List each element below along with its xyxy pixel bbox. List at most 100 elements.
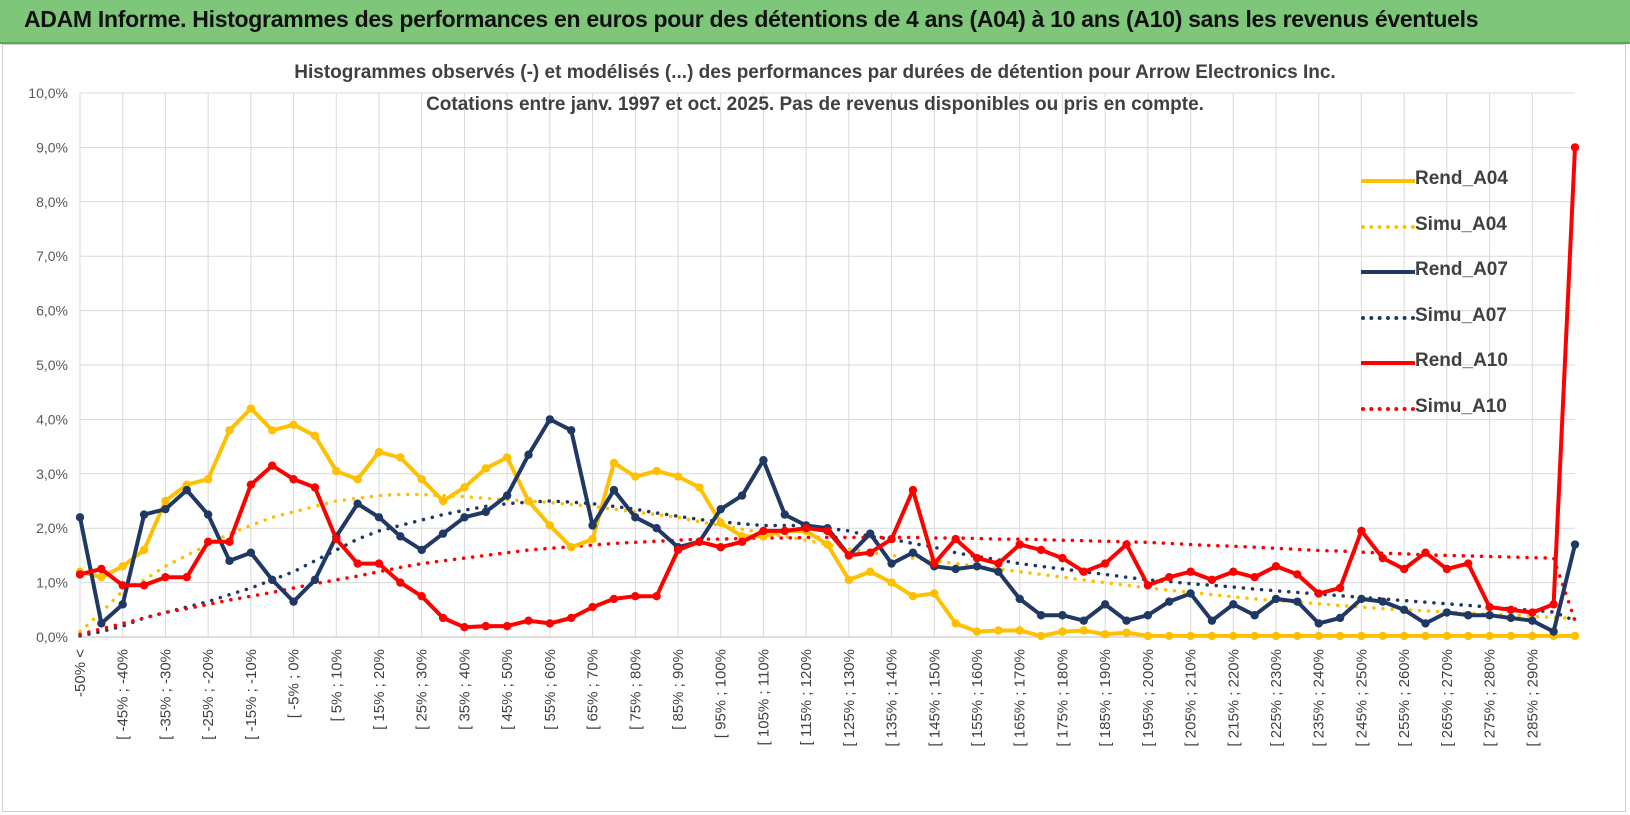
data-point-rend-a10 <box>866 548 875 557</box>
data-point-rend-a10 <box>75 570 85 579</box>
legend-label: Simu_A10 <box>1415 395 1507 417</box>
data-point-rend-a04 <box>1314 631 1323 641</box>
data-point-rend-a04 <box>866 567 875 576</box>
series-simu-a10-line <box>78 535 1577 637</box>
legend-item-rend-a07: Rend_A07 <box>1355 256 1508 302</box>
data-point-rend-a10 <box>139 581 149 590</box>
data-point-rend-a10 <box>1464 559 1473 568</box>
data-point-rend-a10 <box>951 534 960 544</box>
data-point-rend-a07 <box>1378 597 1387 606</box>
data-point-rend-a07 <box>1100 600 1110 609</box>
data-point-rend-a10 <box>908 485 918 495</box>
data-point-rend-a10 <box>1229 567 1238 576</box>
data-point-rend-a10 <box>524 616 533 625</box>
x-tick-label: [ 225% ; 230% <box>1268 649 1285 747</box>
x-tick-label: [ 155% ; 160% <box>969 649 986 747</box>
data-point-rend-a10 <box>1015 540 1024 549</box>
data-point-rend-a07 <box>716 504 725 514</box>
data-point-rend-a10 <box>1143 581 1153 590</box>
data-point-rend-a07 <box>1036 611 1046 620</box>
x-tick-label: -50% < <box>72 649 89 697</box>
data-point-rend-a10 <box>1100 559 1110 568</box>
data-point-rend-a07 <box>588 521 597 530</box>
data-point-rend-a07 <box>75 513 85 522</box>
x-tick-label: [ 195% ; 200% <box>1140 649 1157 747</box>
legend-item-rend-a10: Rend_A10 <box>1355 347 1508 393</box>
data-point-rend-a07 <box>1250 611 1259 620</box>
legend-label: Rend_A10 <box>1415 350 1508 371</box>
data-point-rend-a04 <box>268 426 277 435</box>
data-point-rend-a04 <box>289 420 298 430</box>
data-point-rend-a04 <box>1229 631 1238 641</box>
data-point-rend-a07 <box>1442 608 1452 617</box>
data-point-rend-a04 <box>396 453 405 462</box>
data-point-rend-a07 <box>887 559 896 568</box>
x-tick-label: [ -35% ; -30% <box>157 649 174 740</box>
data-point-rend-a04 <box>246 404 256 413</box>
data-point-rend-a10 <box>1036 545 1046 555</box>
series-simu-a07-line <box>78 499 1577 638</box>
legend-label: Simu_A07 <box>1415 304 1507 326</box>
y-tick-label: 4,0% <box>36 411 68 427</box>
data-point-rend-a04 <box>588 534 597 544</box>
data-point-rend-a10 <box>1058 553 1067 563</box>
x-tick-label: [ 125% ; 130% <box>841 649 858 747</box>
y-tick-label: 10,0% <box>28 85 68 101</box>
x-tick-label: [ 5% ; 10% <box>328 649 345 722</box>
data-point-rend-a07 <box>1293 597 1302 606</box>
x-tick-label: [ 265% ; 270% <box>1439 649 1456 747</box>
data-point-rend-a07 <box>460 513 469 522</box>
data-point-rend-a10 <box>737 537 747 546</box>
data-point-rend-a07 <box>759 456 768 465</box>
data-point-rend-a07 <box>1271 594 1281 604</box>
data-point-rend-a04 <box>716 518 725 527</box>
data-point-rend-a07 <box>545 415 555 424</box>
data-point-rend-a07 <box>289 597 298 606</box>
data-point-rend-a10 <box>1421 548 1430 557</box>
data-point-rend-a07 <box>225 556 234 566</box>
data-point-rend-a10 <box>460 623 469 632</box>
data-point-rend-a10 <box>1122 540 1131 549</box>
data-point-rend-a10 <box>1293 570 1302 579</box>
x-tick-label: [ 105% ; 110% <box>755 649 772 745</box>
data-point-rend-a04 <box>225 426 234 435</box>
x-tick-label: [ 95% ; 100% <box>713 649 730 738</box>
legend-item-simu-a04: Simu_A04 <box>1355 211 1507 257</box>
data-point-rend-a07 <box>1079 616 1088 625</box>
data-point-rend-a07 <box>1314 619 1323 628</box>
data-point-rend-a04 <box>1207 631 1217 641</box>
data-point-rend-a10 <box>225 537 234 546</box>
data-point-rend-a04 <box>823 540 832 549</box>
data-point-rend-a10 <box>1378 553 1387 563</box>
data-point-rend-a10 <box>567 613 576 623</box>
data-point-rend-a04 <box>1250 631 1259 641</box>
data-point-rend-a04 <box>417 475 426 484</box>
data-point-rend-a07 <box>972 562 982 571</box>
y-tick-label: 8,0% <box>36 194 68 210</box>
data-point-rend-a07 <box>1357 594 1366 604</box>
data-point-rend-a07 <box>161 504 170 514</box>
data-point-rend-a10 <box>289 475 298 484</box>
data-point-rend-a04 <box>930 589 939 598</box>
x-tick-label: [ 75% ; 80% <box>627 649 644 730</box>
x-tick-label: [ -15% ; -10% <box>243 649 260 740</box>
data-point-rend-a04 <box>844 575 854 585</box>
data-point-rend-a10 <box>161 572 170 582</box>
data-point-rend-a10 <box>1165 572 1174 582</box>
data-point-rend-a07 <box>97 619 106 628</box>
data-point-rend-a10 <box>1528 608 1537 617</box>
data-point-rend-a10 <box>118 581 127 590</box>
x-tick-label: [ 15% ; 20% <box>371 649 388 730</box>
data-point-rend-a04 <box>203 475 213 484</box>
chart-subtitle: Cotations entre janv. 1997 et oct. 2025.… <box>426 94 1204 115</box>
data-point-rend-a04 <box>1100 630 1110 639</box>
legend-swatch <box>1361 270 1415 274</box>
data-point-rend-a07 <box>438 529 448 538</box>
data-point-rend-a10 <box>631 592 640 601</box>
x-tick-label: [ 25% ; 30% <box>414 649 431 730</box>
x-tick-label: [ 35% ; 40% <box>456 649 473 730</box>
data-point-rend-a04 <box>1143 631 1153 641</box>
data-point-rend-a07 <box>246 548 256 557</box>
data-point-rend-a07 <box>1015 594 1024 604</box>
data-point-rend-a10 <box>588 602 597 612</box>
